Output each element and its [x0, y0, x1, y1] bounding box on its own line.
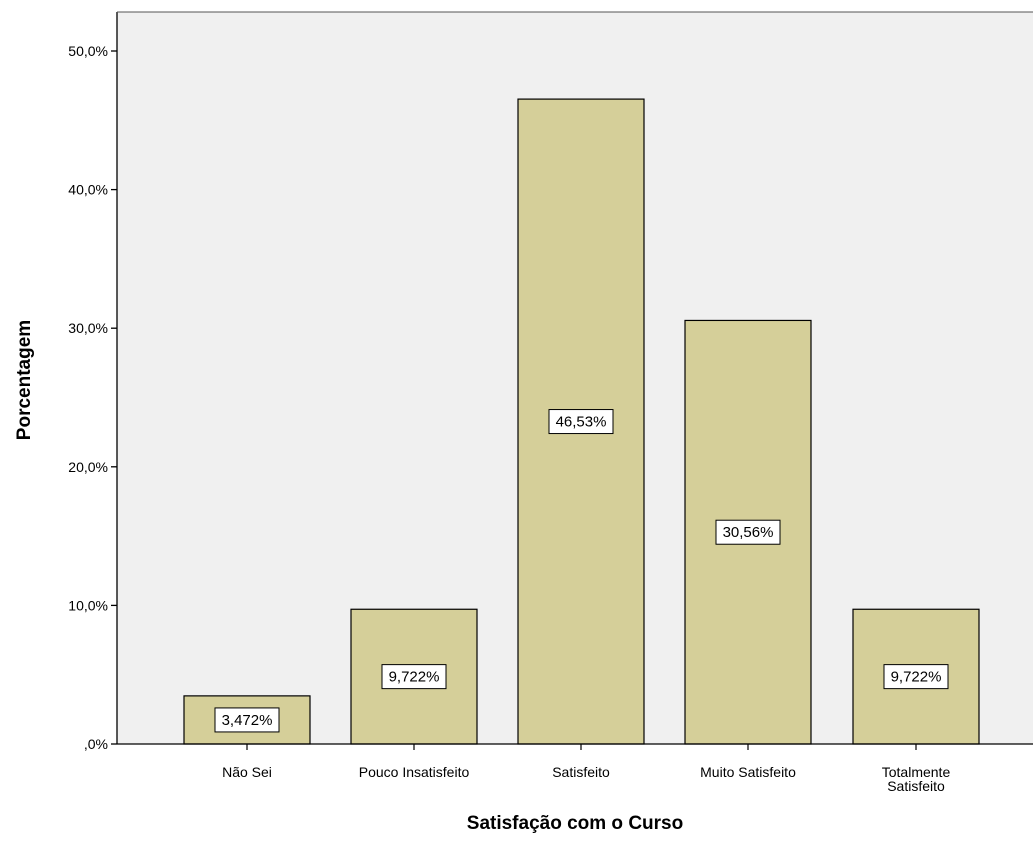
data-label: 30,56%	[715, 519, 781, 545]
x-tick-label: Muito Satisfeito	[700, 764, 796, 780]
data-label: 3,472%	[214, 707, 280, 733]
data-label-box	[548, 409, 614, 435]
x-axis-title: Satisfação com o Curso	[467, 813, 683, 834]
data-label-box	[715, 519, 781, 545]
data-label: 46,53%	[548, 409, 614, 435]
data-label-box	[381, 664, 447, 690]
data-label-text: 9,722%	[891, 669, 942, 686]
data-label-text: 30,56%	[723, 524, 774, 541]
x-tick-label: Satisfeito	[887, 778, 945, 794]
data-label-text: 46,53%	[556, 414, 607, 431]
data-label: 9,722%	[883, 664, 949, 690]
data-label-box	[214, 707, 280, 733]
x-tick-label: Pouco Insatisfeito	[359, 764, 470, 780]
x-tick-label: Satisfeito	[552, 764, 610, 780]
y-tick-label: 10,0%	[68, 597, 108, 613]
y-tick-label: 30,0%	[68, 320, 108, 336]
data-label-text: 9,722%	[389, 669, 440, 686]
y-tick-label: 20,0%	[68, 459, 108, 475]
data-label-box	[883, 664, 949, 690]
x-tick-label: Não Sei	[222, 764, 272, 780]
y-tick-label: 40,0%	[68, 182, 108, 198]
x-tick-label: Totalmente	[882, 764, 951, 780]
y-axis-title: Porcentagem	[14, 320, 35, 440]
y-tick-label: ,0%	[84, 736, 108, 752]
data-label: 9,722%	[381, 664, 447, 690]
y-tick-label: 50,0%	[68, 43, 108, 59]
data-label-text: 3,472%	[222, 712, 273, 729]
